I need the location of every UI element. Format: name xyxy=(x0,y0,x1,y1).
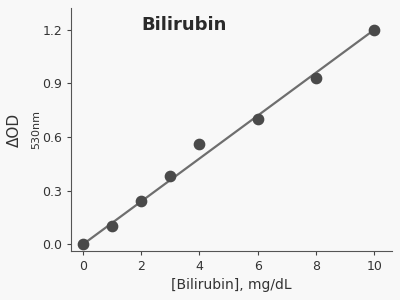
Point xyxy=(196,142,203,147)
Point xyxy=(254,117,261,122)
Point xyxy=(109,224,115,229)
Text: ΔOD: ΔOD xyxy=(7,113,22,147)
Point xyxy=(167,174,174,179)
Text: Bilirubin: Bilirubin xyxy=(142,16,227,34)
Point xyxy=(138,199,144,204)
X-axis label: [Bilirubin], mg/dL: [Bilirubin], mg/dL xyxy=(171,278,292,292)
Point xyxy=(313,76,319,80)
Point xyxy=(80,242,86,247)
Text: 530nm: 530nm xyxy=(31,110,41,149)
Point xyxy=(371,27,377,32)
